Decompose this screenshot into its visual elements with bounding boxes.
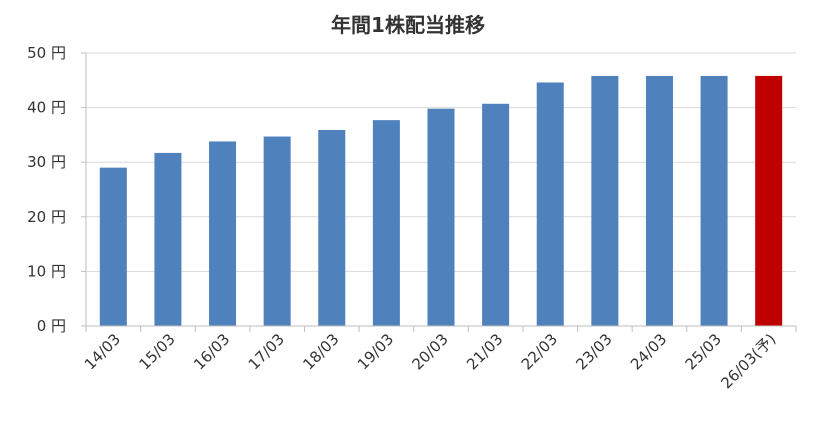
x-tick-label: 20/03 [409, 330, 452, 373]
y-tick-label: 10 円 [27, 262, 66, 280]
x-tick-label: 19/03 [354, 330, 397, 373]
x-tick-label: 16/03 [190, 330, 233, 373]
bar-21/03 [482, 103, 510, 326]
x-tick-label: 15/03 [135, 330, 178, 373]
y-axis-ticks: 0 円 10 円 20 円 30 円 40 円 50 円 [27, 44, 66, 335]
y-tick-label: 40 円 [27, 99, 66, 117]
y-tick-label: 20 円 [27, 208, 66, 226]
bar-23/03 [591, 75, 619, 326]
bar-26/03(予) [755, 75, 783, 326]
bar-18/03 [318, 129, 346, 326]
bar-15/03 [154, 152, 182, 326]
bar-16/03 [209, 141, 237, 326]
x-tick-label: 21/03 [463, 330, 506, 373]
bar-19/03 [372, 120, 400, 327]
bar-17/03 [263, 136, 291, 326]
y-tick-label: 30 円 [27, 153, 66, 171]
x-tick-label: 24/03 [627, 330, 670, 373]
x-tick-label: 26/03(予) [717, 330, 779, 392]
x-tick-label: 14/03 [81, 330, 124, 373]
x-tick-label: 25/03 [682, 330, 725, 373]
bar-20/03 [427, 108, 455, 326]
x-tick-label: 18/03 [299, 330, 342, 373]
y-tick-label: 0 円 [37, 317, 66, 335]
x-axis-ticks: 14/03 15/03 16/03 17/03 18/03 19/03 20/03 21/03… [81, 330, 780, 392]
axes [81, 52, 797, 332]
bar-22/03 [536, 82, 564, 326]
bar-24/03 [645, 75, 673, 326]
bar-25/03 [700, 75, 728, 326]
x-tick-label: 22/03 [518, 330, 561, 373]
y-tick-label: 50 円 [27, 44, 66, 62]
x-tick-label: 23/03 [572, 330, 615, 373]
chart-title: 年間1株配当推移 [331, 13, 485, 37]
bar-14/03 [99, 167, 127, 326]
bars [99, 75, 783, 327]
x-tick-label: 17/03 [245, 330, 288, 373]
